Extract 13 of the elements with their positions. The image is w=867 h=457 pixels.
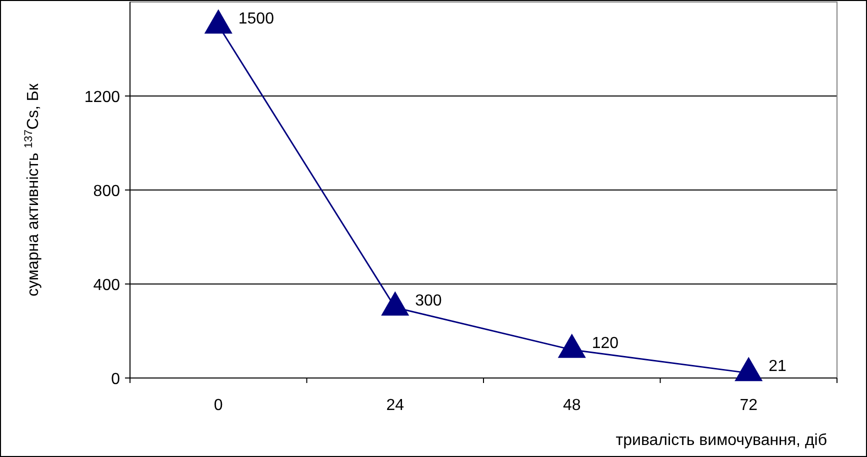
data-label: 1500 bbox=[238, 10, 274, 28]
x-tick-label: 72 bbox=[740, 397, 758, 414]
x-tick-label: 0 bbox=[214, 397, 223, 414]
x-tick-label: 24 bbox=[386, 397, 404, 414]
data-label: 21 bbox=[768, 358, 787, 376]
y-tick-label: 400 bbox=[93, 277, 120, 294]
y-tick-label: 800 bbox=[93, 183, 120, 200]
data-label: 120 bbox=[592, 334, 619, 352]
x-axis-title: тривалість вимочування, діб bbox=[616, 432, 827, 449]
y-tick-label: 1200 bbox=[84, 89, 120, 106]
y-tick-label: 0 bbox=[111, 371, 120, 388]
x-tick-label: 48 bbox=[562, 397, 581, 414]
data-label: 300 bbox=[415, 292, 442, 310]
